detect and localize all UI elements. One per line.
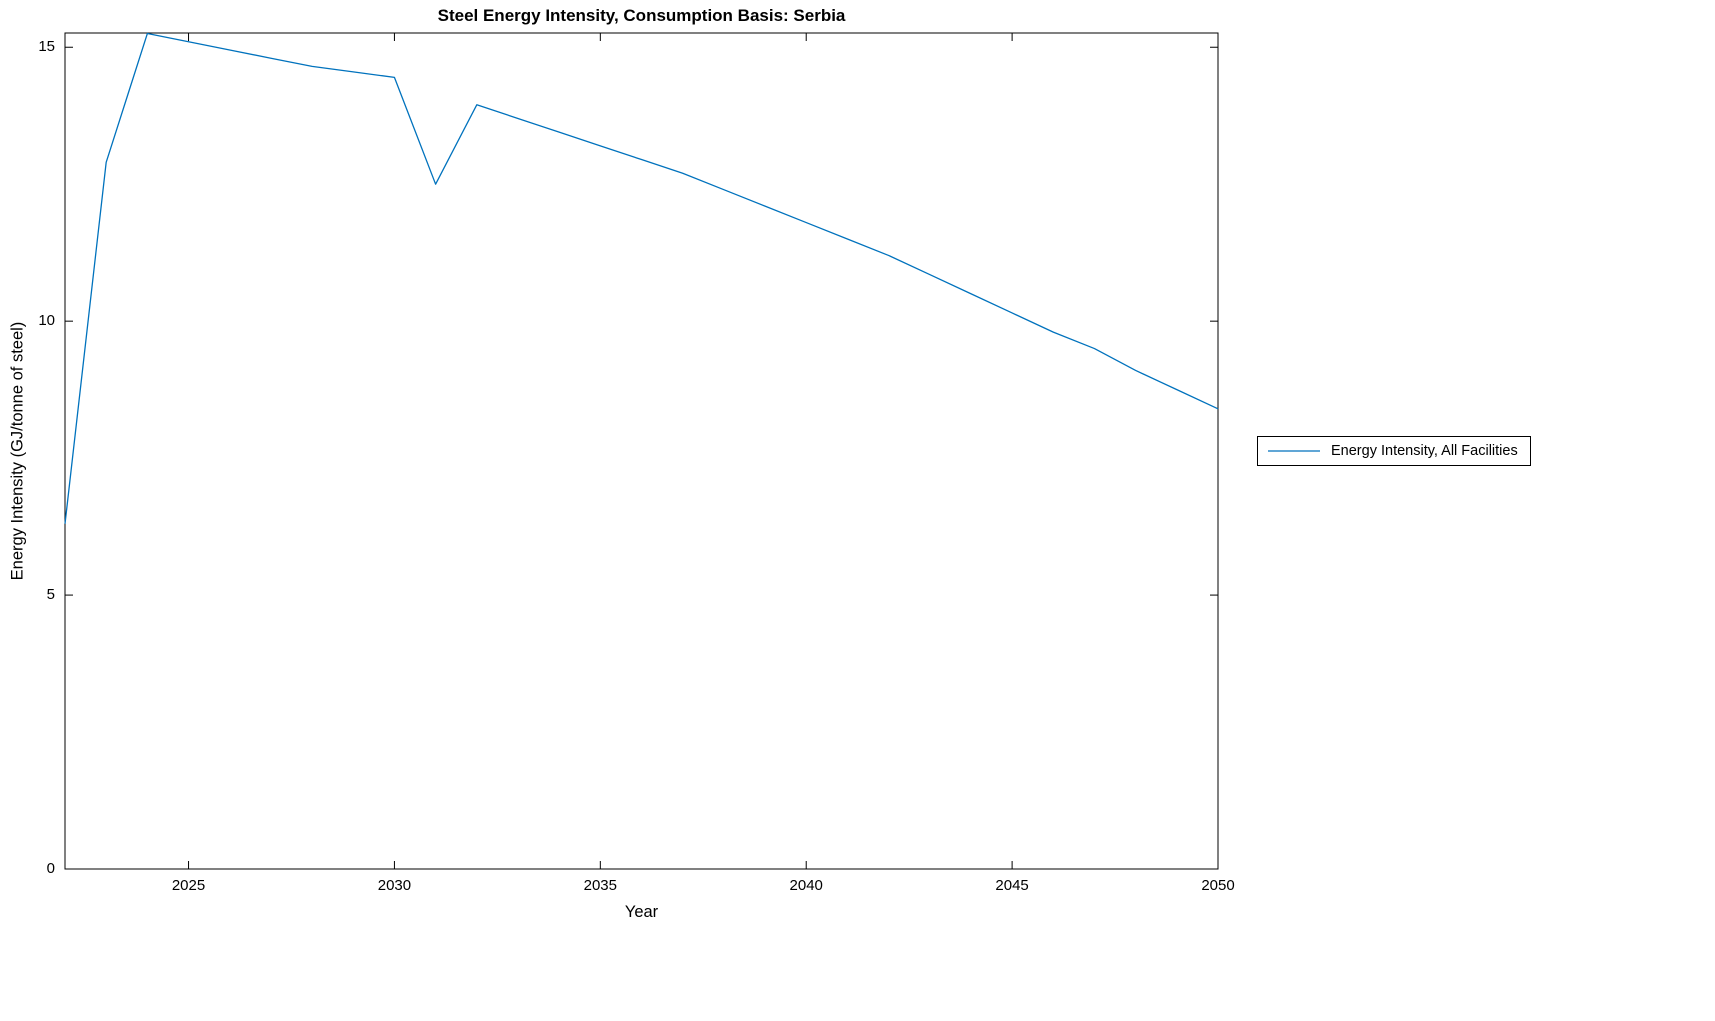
y-tick-label: 5 <box>46 586 55 604</box>
chart-title: Steel Energy Intensity, Consumption Basi… <box>437 6 846 25</box>
x-tick-label: 2025 <box>171 877 206 894</box>
x-tick-label: 2035 <box>583 877 617 894</box>
x-axis-label: Year <box>624 903 659 921</box>
y-tick-label: 10 <box>38 312 55 330</box>
y-tick-label: 0 <box>46 860 55 877</box>
plot-box <box>64 32 1219 870</box>
legend-entry-label: Energy Intensity, All Facilities <box>1331 443 1518 459</box>
x-tick-label: 2045 <box>995 877 1029 894</box>
x-tick-label: 2030 <box>377 877 412 894</box>
y-tick-label: 15 <box>38 38 55 56</box>
legend-line-sample <box>1268 450 1320 452</box>
x-tick-label: 2040 <box>789 877 823 894</box>
x-tick-label: 2050 <box>1201 877 1235 894</box>
y-axis-label: Energy Intensity (GJ/tonne of steel) <box>8 321 27 581</box>
legend: Energy Intensity, All Facilities <box>1257 436 1531 466</box>
data-line-energy-intensity <box>64 32 1219 524</box>
